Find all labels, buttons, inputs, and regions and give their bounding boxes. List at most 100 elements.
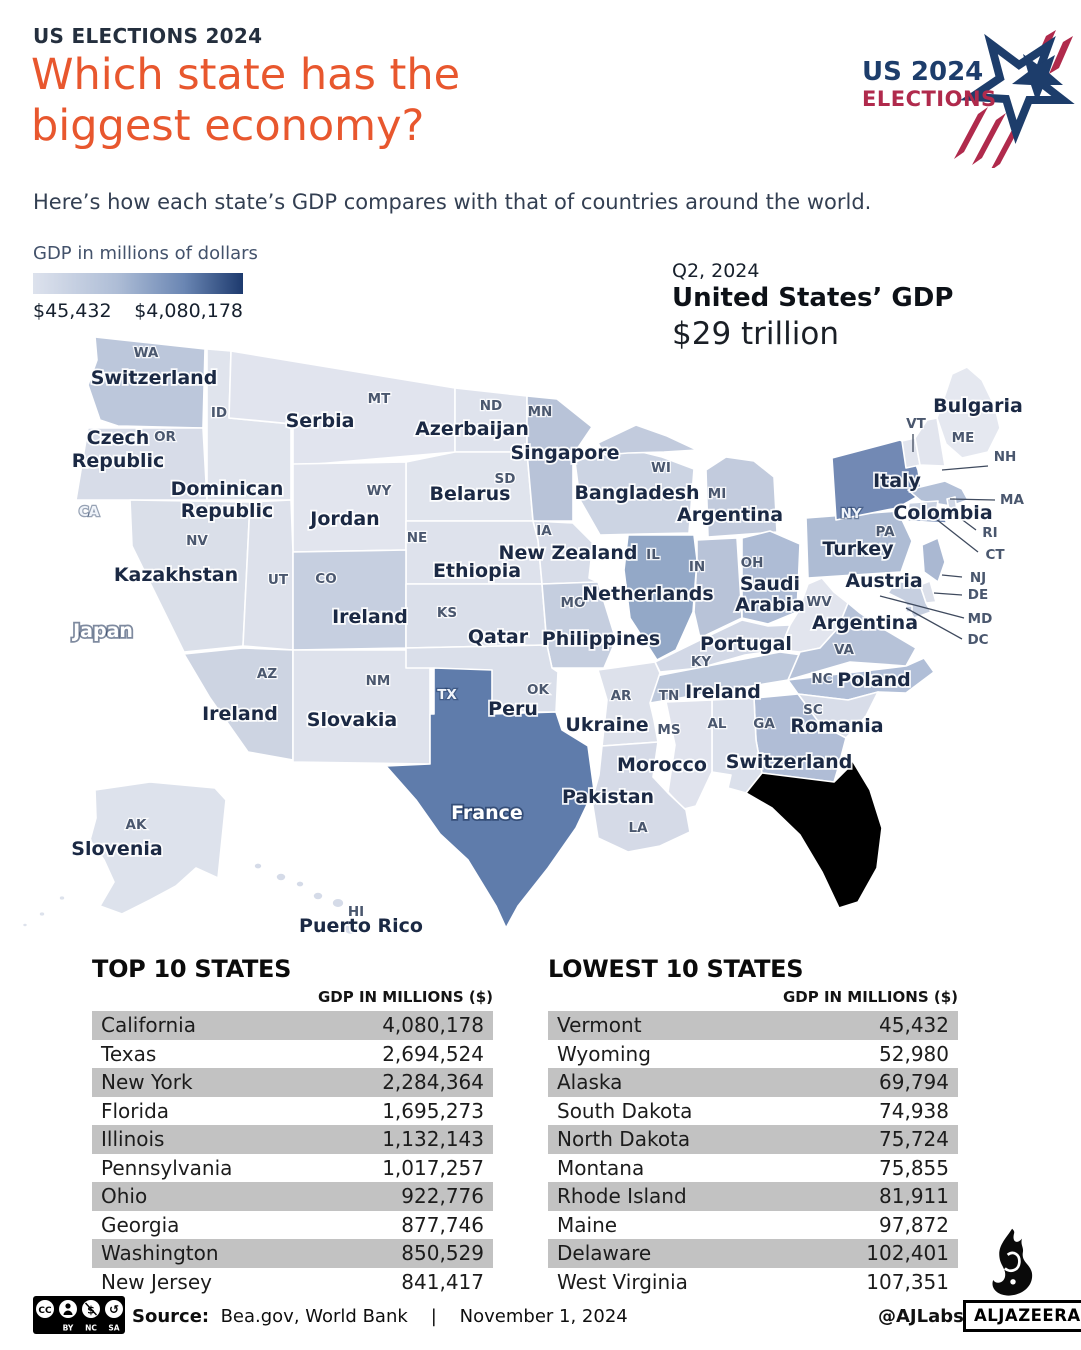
state-MI bbox=[597, 424, 698, 456]
state-abbr-IL: IL bbox=[646, 547, 660, 563]
state-name: Florida bbox=[101, 1098, 170, 1123]
state-VA bbox=[787, 602, 917, 681]
gdp-value: 1,132,143 bbox=[382, 1127, 484, 1152]
aljazeera-flame-logo-icon bbox=[992, 1228, 1033, 1296]
state-HI-island bbox=[331, 897, 345, 909]
state-name: California bbox=[101, 1013, 196, 1038]
country-label-KS: Qatar bbox=[468, 626, 529, 648]
us-choropleth-map: WASwitzerlandORCzechRepublicIDDominicanR… bbox=[21, 336, 1026, 939]
state-HI-island bbox=[312, 891, 324, 901]
state-abbr-AZ: AZ bbox=[257, 666, 277, 682]
country-label-WI: Bangladesh bbox=[574, 482, 699, 504]
state-abbr-NH: NH bbox=[994, 449, 1017, 465]
cc-icon bbox=[36, 1300, 54, 1318]
country-label-ID: Republic bbox=[181, 500, 274, 522]
table-row: Georgia 877,746 bbox=[92, 1211, 493, 1240]
table-title: LOWEST 10 STATES bbox=[548, 955, 804, 983]
divider: | bbox=[430, 1306, 437, 1327]
gdp-value: 841,417 bbox=[401, 1269, 484, 1294]
kicker: US ELECTIONS 2024 bbox=[33, 24, 263, 48]
state-abbr-WA: WA bbox=[134, 345, 159, 361]
country-label-NE: Ethiopia bbox=[433, 560, 521, 582]
state-IA bbox=[532, 520, 599, 585]
country-label-IL: Netherlands bbox=[582, 583, 713, 605]
country-label-TN: Ireland bbox=[685, 681, 761, 703]
state-name: Ohio bbox=[101, 1184, 148, 1209]
state-abbr-CT: CT bbox=[985, 547, 1005, 563]
state-abbr-MD: MD bbox=[968, 611, 993, 627]
state-name: Illinois bbox=[101, 1127, 165, 1152]
logo-star-solid-icon bbox=[1012, 54, 1063, 103]
country-label-SC: Romania bbox=[790, 715, 883, 737]
table-row: Washington 850,529 bbox=[92, 1239, 493, 1268]
state-abbr-SD: SD bbox=[495, 471, 516, 487]
table-rows: Vermont 45,432 Wyoming 52,980 Alaska 69,794 So… bbox=[548, 1011, 958, 1296]
table-row: Vermont 45,432 bbox=[548, 1011, 958, 1040]
state-name: Montana bbox=[557, 1155, 645, 1180]
country-label-ME: Bulgaria bbox=[933, 395, 1023, 417]
country-label-LA: Pakistan bbox=[562, 786, 654, 808]
state-IL bbox=[623, 534, 698, 661]
table-column-header: GDP IN MILLIONS ($) bbox=[317, 988, 493, 1006]
state-AK bbox=[89, 781, 227, 915]
state-abbr-UT: UT bbox=[268, 572, 289, 588]
state-name: West Virginia bbox=[557, 1269, 688, 1294]
state-name: Maine bbox=[557, 1212, 618, 1237]
state-WA bbox=[87, 336, 206, 429]
table-row: Delaware 102,401 bbox=[548, 1239, 958, 1268]
gdp-value: 69,794 bbox=[879, 1070, 949, 1095]
state-MI bbox=[705, 456, 778, 538]
state-AK-island bbox=[58, 894, 66, 902]
country-label-VA: Argentina bbox=[812, 612, 918, 634]
legend-max-value: $4,080,178 bbox=[134, 300, 243, 322]
state-abbr-SC: SC bbox=[803, 702, 823, 718]
state-abbr-NV: NV bbox=[186, 533, 208, 549]
state-abbr-WV: WV bbox=[806, 594, 832, 610]
state-name: Washington bbox=[101, 1241, 219, 1266]
gdp-value: 45,432 bbox=[879, 1013, 949, 1038]
callout-line bbox=[941, 574, 963, 578]
subtitle: Here’s how each state’s GDP compares wit… bbox=[33, 190, 872, 214]
state-abbr-GA: GA bbox=[753, 716, 775, 732]
gdp-value: 2,284,364 bbox=[382, 1070, 484, 1095]
state-abbr-AK: AK bbox=[126, 817, 147, 833]
gdp-value: 2,694,524 bbox=[382, 1041, 484, 1066]
country-label-TX: France bbox=[451, 802, 523, 824]
state-abbr-WI: WI bbox=[651, 460, 671, 476]
state-NJ bbox=[921, 537, 946, 583]
country-label-floating: Colombia bbox=[893, 502, 992, 524]
source-label: Source: bbox=[132, 1306, 210, 1327]
state-abbr-ND: ND bbox=[480, 398, 503, 414]
state-name: Rhode Island bbox=[557, 1184, 687, 1209]
country-label-OK: Peru bbox=[488, 698, 538, 720]
state-abbr-IA: IA bbox=[536, 523, 552, 539]
table-row: Maine 97,872 bbox=[548, 1211, 958, 1240]
state-name: New Jersey bbox=[101, 1269, 212, 1294]
state-AL bbox=[711, 697, 763, 794]
table-row: Alaska 69,794 bbox=[548, 1068, 958, 1097]
country-label-ID: Dominican bbox=[171, 478, 284, 500]
gdp-value: 1,017,257 bbox=[382, 1155, 484, 1180]
state-abbr-VT: VT bbox=[906, 416, 926, 432]
country-label-HI: Puerto Rico bbox=[299, 915, 423, 937]
us-gdp-title: United States’ GDP bbox=[672, 283, 954, 313]
us-gdp-period: Q2, 2024 bbox=[672, 260, 760, 282]
gdp-value: 922,776 bbox=[401, 1184, 484, 1209]
top-10-states-table: TOP 10 STATES GDP IN MILLIONS ($) Califo… bbox=[92, 955, 493, 1296]
state-RI bbox=[946, 496, 958, 511]
svg-text:↺: ↺ bbox=[109, 1303, 119, 1317]
gdp-value: 1,695,273 bbox=[382, 1098, 484, 1123]
logo-stripe-icon bbox=[1049, 36, 1073, 74]
callout-line bbox=[935, 518, 979, 553]
gdp-value: 81,911 bbox=[879, 1184, 949, 1209]
country-label-IA: New Zealand bbox=[499, 542, 638, 564]
gdp-value: 75,855 bbox=[879, 1155, 949, 1180]
svg-text:BY: BY bbox=[63, 1324, 74, 1333]
state-MS bbox=[665, 699, 713, 810]
state-AR bbox=[597, 661, 661, 747]
country-label-ND: Azerbaijan bbox=[415, 418, 529, 440]
state-FL bbox=[745, 759, 883, 909]
state-abbr-AL: AL bbox=[707, 716, 726, 732]
state-NV bbox=[129, 499, 251, 653]
state-MD bbox=[887, 580, 932, 619]
